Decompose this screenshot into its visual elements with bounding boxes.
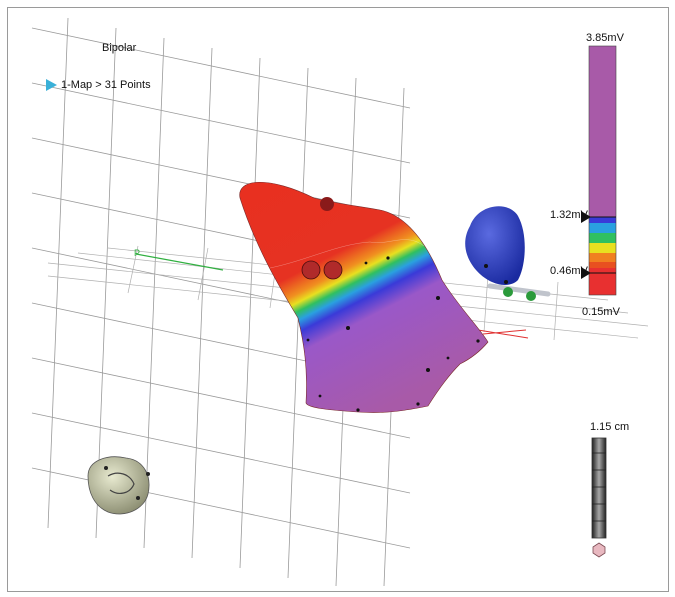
chamber-mesh[interactable] (239, 182, 489, 413)
upper-threshold-marker[interactable] (581, 211, 591, 223)
secondary-mesh[interactable] (465, 206, 525, 285)
scale-upper-threshold-label: 1.32mV (550, 209, 588, 221)
scale-lower-threshold-label: 0.46mV (550, 265, 588, 277)
map-entry-label: 1-Map > 31 Points (61, 79, 151, 91)
hexagon-handle-icon[interactable] (592, 542, 606, 558)
head-orientation-icon[interactable] (87, 456, 150, 515)
scale-min-label: 0.15mV (582, 306, 620, 318)
distance-ruler[interactable] (591, 437, 607, 539)
anatomy-scene[interactable]: P (8, 8, 668, 591)
catheter-tag: P (134, 248, 140, 258)
scale-max-label: 3.85mV (586, 32, 624, 44)
map-list-item[interactable]: 1-Map > 31 Points (46, 79, 151, 91)
map-mode-label: Bipolar (102, 42, 137, 54)
viewport-3d[interactable]: P (7, 7, 669, 592)
catheter-electrodes[interactable] (487, 283, 551, 301)
catheter-line-red (477, 329, 529, 339)
ruler-value-label: 1.15 cm (590, 421, 630, 433)
catheter-line-green (135, 253, 224, 271)
lower-threshold-marker[interactable] (581, 267, 591, 279)
voltage-color-scale[interactable] (588, 45, 617, 296)
triangle-right-icon (46, 79, 57, 91)
